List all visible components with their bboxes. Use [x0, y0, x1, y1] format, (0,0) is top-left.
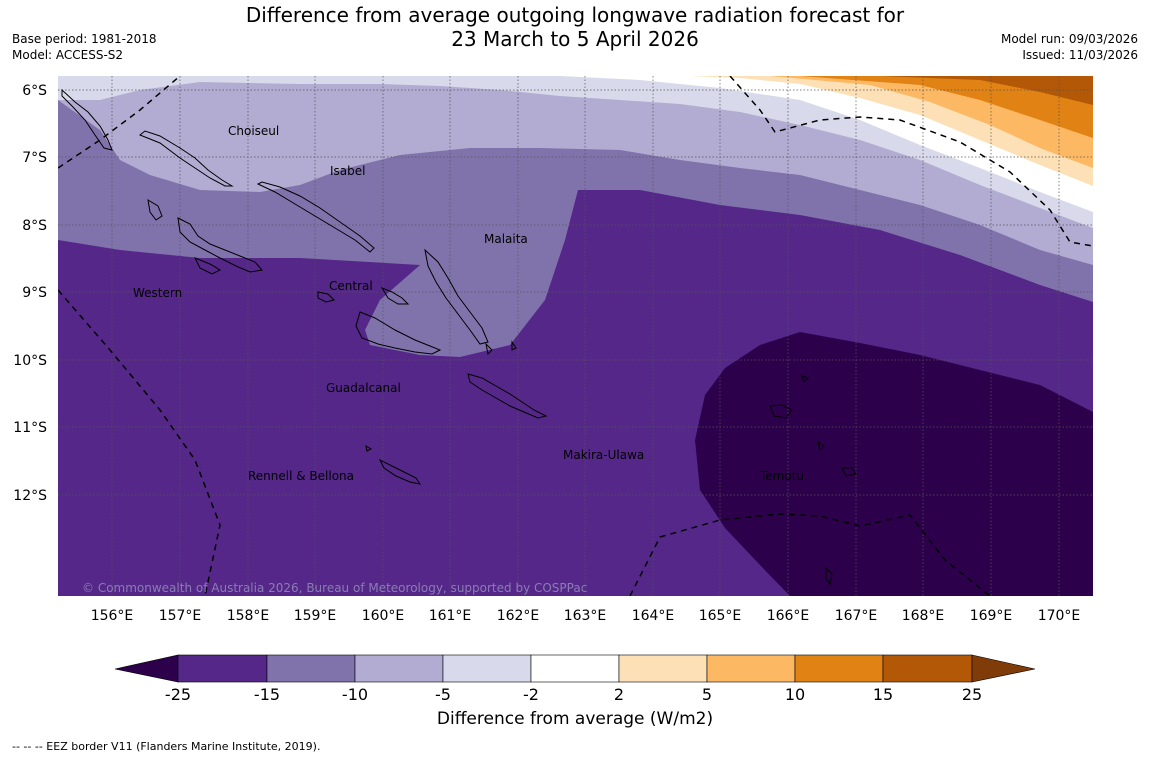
cb-tick-label: -15 — [253, 685, 281, 704]
eez-legend: -- -- -- EEZ border V11 (Flanders Marine… — [12, 740, 321, 753]
lat-label: 6°S — [22, 83, 47, 99]
guadalcanal-island — [355, 311, 442, 355]
lat-label: 12°S — [13, 488, 47, 504]
cb-swatch — [706, 654, 796, 683]
cb-tick-label: -5 — [435, 685, 451, 704]
province-labels: Choiseul Isabel Malaita Western Central … — [133, 124, 804, 483]
makira-island — [467, 373, 548, 419]
vanikoro-island — [841, 467, 857, 477]
florida-islands — [380, 286, 410, 305]
label-malaita: Malaita — [484, 232, 528, 246]
cb-swatch — [442, 654, 532, 683]
cb-swatch — [177, 654, 268, 683]
title-line-2: 23 March to 5 April 2026 — [451, 27, 699, 51]
lon-label: 157°E — [159, 608, 202, 624]
cb-tick-label: -25 — [164, 685, 192, 704]
cb-tick-label: 15 — [872, 685, 894, 704]
cb-tick-label: -10 — [341, 685, 369, 704]
cb-swatch — [882, 654, 973, 683]
coastlines — [61, 88, 857, 586]
band-15-25 — [880, 76, 1093, 105]
lon-label: 156°E — [91, 608, 134, 624]
lat-label: 11°S — [13, 420, 47, 436]
lon-label: 163°E — [564, 608, 607, 624]
lon-label: 159°E — [294, 608, 337, 624]
eez-border — [58, 76, 1093, 596]
lon-label: 166°E — [767, 608, 810, 624]
cb-tick-label: 25 — [961, 685, 983, 704]
lat-labels: 6°S 7°S 8°S 9°S 10°S 11°S 12°S — [13, 83, 47, 504]
lon-label: 165°E — [699, 608, 742, 624]
ulawa-island — [511, 340, 517, 351]
lon-label: 169°E — [970, 608, 1013, 624]
lon-label: 158°E — [227, 608, 270, 624]
label-guadalcanal: Guadalcanal — [326, 381, 401, 395]
issued-date: Issued: 11/03/2026 — [1022, 48, 1138, 62]
band-lt-neg25 — [695, 332, 1093, 596]
cb-swatch — [794, 654, 884, 683]
lon-label: 160°E — [362, 608, 405, 624]
cb-tick-label: 10 — [784, 685, 806, 704]
cb-swatch — [618, 654, 708, 683]
malaita-island — [424, 248, 489, 345]
map-area: Choiseul Isabel Malaita Western Central … — [58, 76, 1093, 596]
model-info: Base period: 1981-2018 Model: ACCESS-S2 — [12, 31, 157, 63]
ndeni-island — [769, 404, 793, 419]
cb-tick-label: 5 — [701, 685, 713, 704]
rennell-island — [378, 458, 422, 485]
cb-extend-high — [971, 654, 1036, 683]
choiseul-island — [139, 130, 234, 187]
colorbar-label: Difference from average (W/m2) — [436, 709, 714, 729]
lat-label: 8°S — [22, 218, 47, 234]
cb-tick-label: 2 — [613, 685, 625, 704]
lon-label: 162°E — [497, 608, 540, 624]
isabel-island — [256, 181, 375, 253]
model-run: Model run: 09/03/2026 — [1000, 32, 1138, 46]
lon-label: 167°E — [835, 608, 878, 624]
colorbar — [114, 654, 1036, 683]
band-10-15 — [800, 76, 1093, 138]
lat-label: 7°S — [22, 150, 47, 166]
lon-label: 170°E — [1038, 608, 1081, 624]
title-line-1: Difference from average outgoing longwav… — [245, 3, 905, 27]
label-temotu: Temotu — [759, 469, 804, 483]
label-central: Central — [329, 279, 373, 293]
tikopia-island — [825, 566, 833, 586]
band-neg5-neg2 — [58, 76, 1093, 228]
utupua-island — [817, 440, 825, 451]
base-period: Base period: 1981-2018 — [12, 32, 157, 46]
chart-title: Difference from average outgoing longwav… — [0, 3, 1150, 51]
copyright-note: © Commonwealth of Australia 2026, Bureau… — [82, 581, 587, 595]
vella-lavella-island — [147, 199, 163, 221]
russell-islands — [317, 291, 335, 303]
cb-tick-label: -2 — [523, 685, 539, 704]
rendova-island — [193, 257, 222, 275]
new-georgia-island — [177, 217, 263, 273]
label-choiseul: Choiseul — [228, 124, 279, 138]
label-isabel: Isabel — [330, 164, 365, 178]
lat-label: 10°S — [13, 353, 47, 369]
lon-labels: 156°E 157°E 158°E 159°E 160°E 161°E 162°… — [91, 608, 1081, 624]
graticule — [58, 76, 1093, 596]
small-malaita-island — [485, 342, 493, 356]
bellona-island — [365, 444, 373, 452]
reef-islands — [801, 375, 809, 383]
bougainville-island — [61, 88, 113, 151]
cb-swatch — [354, 654, 444, 683]
lon-label: 161°E — [429, 608, 472, 624]
cb-swatch — [530, 654, 620, 683]
lat-label: 9°S — [22, 285, 47, 301]
lon-label: 168°E — [902, 608, 945, 624]
label-makira-ulawa: Makira-Ulawa — [563, 448, 644, 462]
lon-label: 164°E — [632, 608, 675, 624]
cb-extend-low — [114, 654, 179, 683]
label-western: Western — [133, 286, 182, 300]
model-name: Model: ACCESS-S2 — [12, 48, 124, 62]
run-info: Model run: 09/03/2026 Issued: 11/03/2026 — [1001, 31, 1138, 63]
cb-swatch — [266, 654, 356, 683]
label-rennell-bellona: Rennell & Bellona — [248, 469, 354, 483]
